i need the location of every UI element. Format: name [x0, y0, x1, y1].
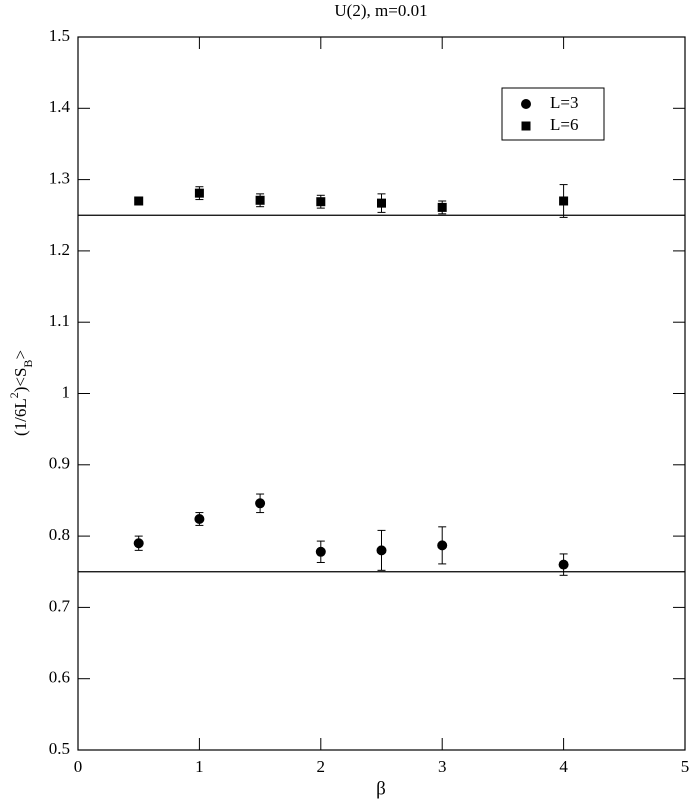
point	[134, 196, 144, 206]
point	[194, 188, 204, 198]
point	[437, 540, 448, 551]
y-axis-label-part: >	[11, 350, 30, 360]
point	[316, 197, 326, 207]
y-axis-label: (1/6L2)<SB>	[7, 350, 35, 436]
point	[437, 202, 447, 212]
x-tick-label: 1	[195, 757, 204, 776]
point	[315, 546, 326, 557]
point	[558, 559, 569, 570]
x-tick-label: 4	[559, 757, 568, 776]
x-tick-label: 0	[74, 757, 83, 776]
point	[194, 513, 205, 524]
y-tick-label: 0.7	[49, 596, 71, 615]
point	[559, 196, 569, 206]
y-tick-label: 1.4	[49, 97, 71, 116]
y-tick-label: 1.5	[49, 26, 70, 45]
y-axis-label-part: )<S	[11, 368, 30, 393]
y-tick-label: 0.8	[49, 525, 70, 544]
x-axis-label: β	[376, 778, 386, 799]
y-tick-label: 0.6	[49, 668, 70, 687]
y-tick-label: 0.5	[49, 739, 70, 758]
legend-marker	[521, 99, 531, 109]
legend-box	[501, 87, 605, 141]
point	[376, 545, 387, 556]
y-axis-label-part: 2	[7, 392, 21, 398]
legend-label: L=3	[550, 93, 578, 112]
y-tick-label: 0.9	[49, 454, 70, 473]
legend-marker	[521, 121, 531, 131]
x-tick-label: 3	[438, 757, 447, 776]
legend-label: L=6	[550, 115, 578, 134]
x-tick-label: 2	[317, 757, 326, 776]
point	[255, 195, 265, 205]
x-tick-label: 5	[681, 757, 690, 776]
point	[255, 498, 266, 509]
y-tick-label: 1.2	[49, 240, 70, 259]
chart-title: U(2), m=0.01	[334, 1, 427, 20]
plot-frame	[77, 36, 686, 751]
y-tick-label: 1.3	[49, 169, 70, 188]
y-axis-label-part: (1/6L	[11, 398, 30, 436]
y-tick-label: 1	[62, 382, 71, 401]
point	[377, 198, 386, 208]
point	[133, 538, 144, 549]
y-axis-label-part: B	[21, 360, 35, 368]
y-tick-label: 1.1	[49, 311, 70, 330]
